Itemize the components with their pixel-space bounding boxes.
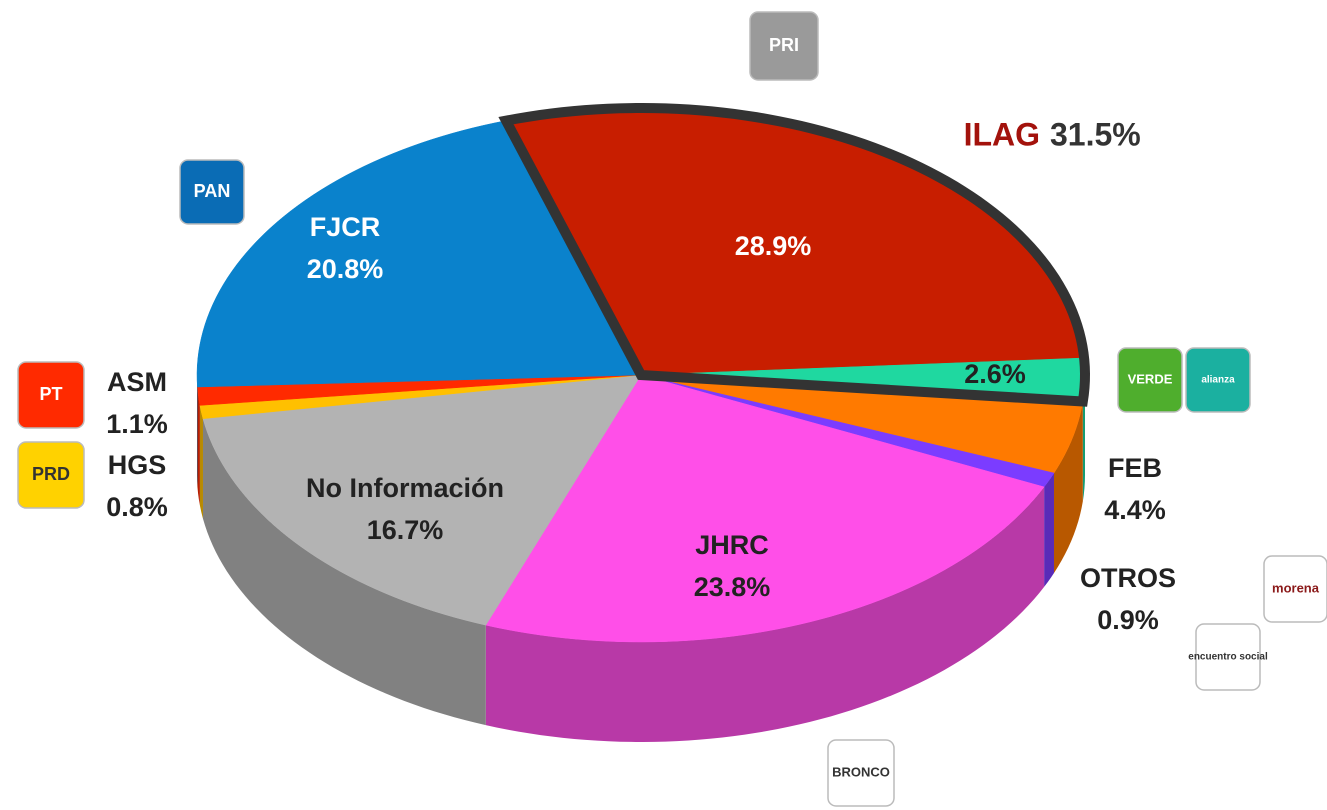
slice-value: 23.8% — [694, 572, 771, 602]
slice-side — [199, 405, 203, 519]
logo — [749, 11, 819, 81]
logo-text: BRONCO — [832, 764, 890, 779]
slice-value: 4.4% — [1104, 495, 1166, 525]
slice-value: 16.7% — [367, 515, 444, 545]
logo-text: encuentro social — [1188, 652, 1268, 663]
slice — [196, 120, 642, 388]
logo — [17, 441, 85, 509]
annotation-label: ILAG — [964, 116, 1040, 152]
slice-value: 2.6% — [964, 359, 1026, 389]
annotation-value: 31.5% — [1050, 116, 1141, 152]
slice-name: HGS — [108, 450, 167, 480]
slice-side — [197, 387, 200, 506]
slice-side — [1082, 375, 1085, 502]
slice — [202, 374, 642, 626]
slice-value: 20.8% — [307, 254, 384, 284]
slice-side — [1044, 473, 1054, 587]
slice-name: FEB — [1108, 453, 1162, 483]
slice-value: 28.9% — [735, 231, 812, 261]
logo — [1185, 347, 1251, 413]
slice-name: No Información — [306, 473, 504, 503]
slice-value: 0.8% — [106, 492, 168, 522]
logo — [17, 361, 85, 429]
slice-value: 1.1% — [106, 409, 168, 439]
logo-text: PRI — [769, 35, 799, 55]
logo-text: VERDE — [1128, 371, 1173, 386]
logo — [179, 159, 245, 225]
slice-name: JHRC — [695, 530, 769, 560]
highlight-outline — [498, 103, 1091, 407]
logo-text: alianza — [1201, 375, 1235, 386]
logo — [1263, 555, 1327, 623]
slice-name: FJCR — [310, 212, 381, 242]
logo-text: PRD — [32, 464, 70, 484]
logo-text: PAN — [194, 181, 231, 201]
slice-side — [485, 486, 1045, 742]
slice-name: OTROS — [1080, 563, 1176, 593]
logo — [1195, 623, 1261, 691]
logo — [1117, 347, 1183, 413]
slice-side — [1053, 401, 1083, 574]
slice — [485, 374, 1045, 643]
slice-side — [202, 418, 486, 726]
logo-text: PT — [39, 384, 62, 404]
logo — [827, 739, 895, 807]
slice-name: ASM — [107, 367, 167, 397]
logo-text: morena — [1272, 580, 1320, 595]
slice-value: 0.9% — [1097, 605, 1159, 635]
